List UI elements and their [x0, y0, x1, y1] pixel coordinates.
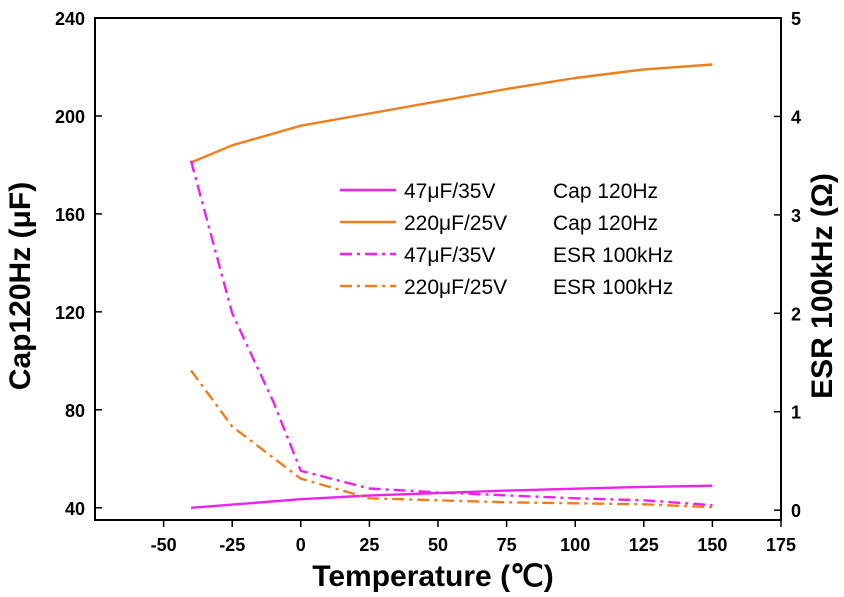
y-axis-right-title: ESR 100kHz (Ω): [806, 173, 839, 399]
x-tick-label: 150: [697, 535, 727, 555]
lines-layer: [189, 63, 713, 509]
x-tick-label: 125: [629, 535, 659, 555]
series-line-2: [190, 63, 713, 164]
series-line-4: [190, 369, 713, 509]
x-tick-label: 0: [296, 535, 306, 555]
y-right-tick-label: 3: [791, 206, 801, 226]
y-left-tick-label: 200: [55, 107, 85, 127]
y-right-tick-label: 0: [791, 501, 801, 521]
series-line-3: [189, 160, 713, 507]
y-left-tick-label: 40: [65, 499, 85, 519]
y-right-tick-label: 5: [791, 9, 801, 29]
x-tick-label: -25: [219, 535, 245, 555]
y-right-tick-label: 2: [791, 304, 801, 324]
series-line-1: [190, 484, 713, 509]
plot-frame: [94, 17, 782, 521]
y-left-tick-label: 160: [55, 205, 85, 225]
legend-series-measure: Cap 120Hz: [553, 212, 658, 235]
y-left-tick-label: 80: [65, 401, 85, 421]
legend-series-measure: ESR 100kHz: [553, 244, 673, 267]
x-tick-label: 25: [359, 535, 379, 555]
x-tick-label: 75: [497, 535, 517, 555]
legend-series-measure: ESR 100kHz: [553, 276, 673, 299]
x-axis-title: Temperature (℃): [312, 560, 554, 593]
legend: 47μF/35V Cap 120Hz 220μF/25V Cap 120Hz 47μF/…: [340, 180, 673, 299]
x-tick-label: 100: [560, 535, 590, 555]
x-tick-label: -50: [151, 535, 177, 555]
y-right-tick-label: 4: [791, 107, 801, 127]
ticks-layer: -50 -25 0 25 50 75 100 125 150 175408012016020024…: [55, 9, 801, 555]
y-left-tick-label: 120: [55, 303, 85, 323]
legend-series-name: 220μF/25V: [404, 276, 507, 299]
legend-series-measure: Cap 120Hz: [553, 180, 658, 203]
x-tick-label: 175: [766, 535, 796, 555]
y-axis-left-title: Cap120Hz (μF): [4, 182, 37, 390]
y-left-tick-label: 240: [55, 9, 85, 29]
legend-series-name: 47μF/35V: [404, 244, 496, 267]
legend-series-name: 47μF/35V: [404, 180, 496, 203]
x-tick-label: 50: [428, 535, 448, 555]
legend-series-name: 220μF/25V: [404, 212, 507, 235]
y-right-tick-label: 1: [791, 403, 801, 423]
